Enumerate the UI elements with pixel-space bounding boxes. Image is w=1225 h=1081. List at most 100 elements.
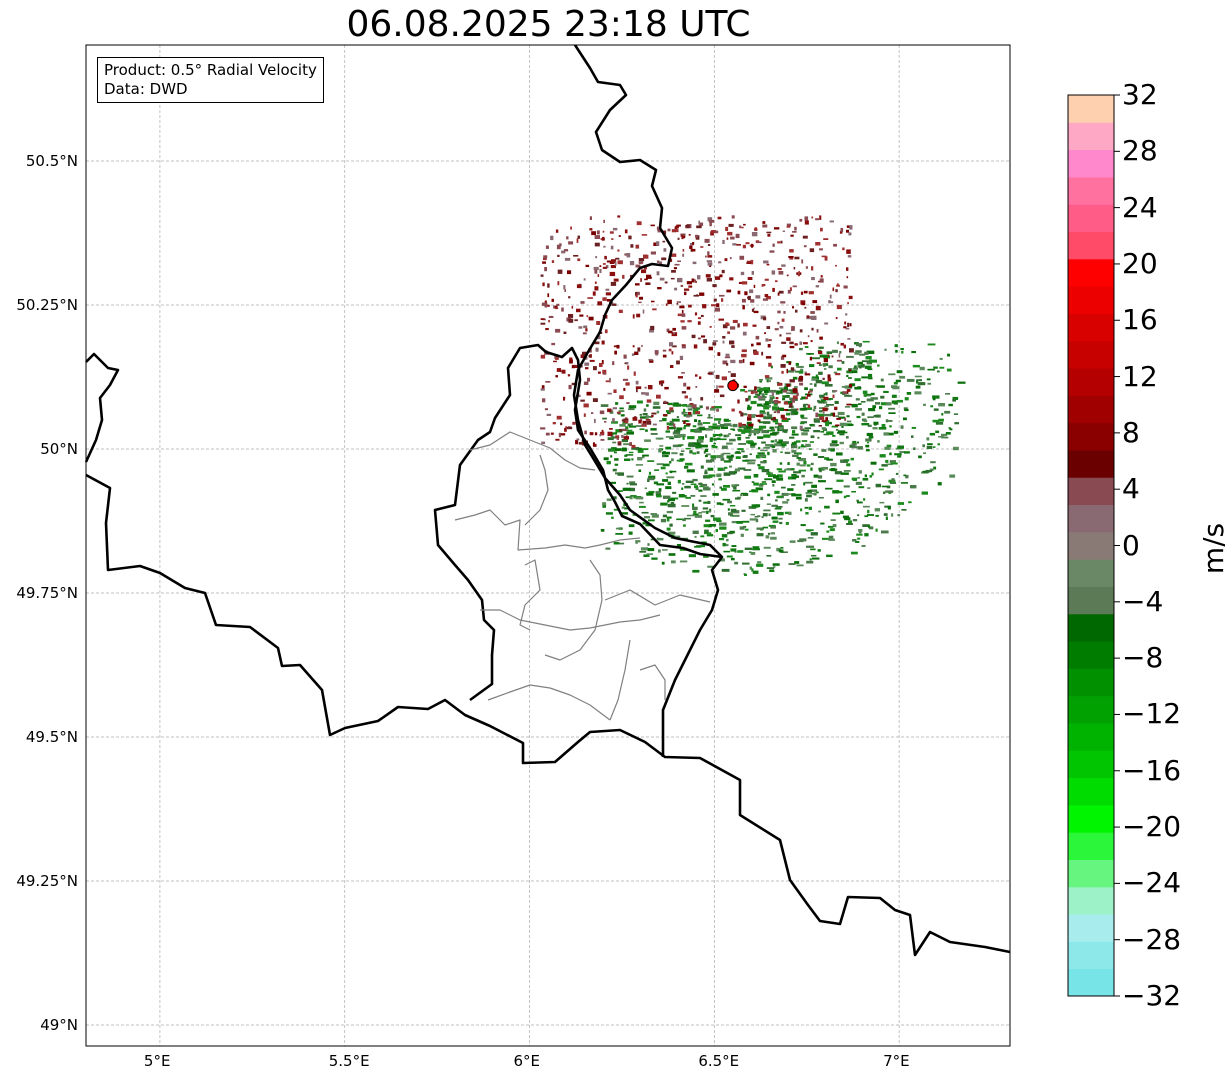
echo-outbound xyxy=(846,389,851,392)
echo-outbound xyxy=(820,275,823,278)
echo-inbound xyxy=(712,423,717,426)
echo-inbound xyxy=(860,401,866,403)
echo-outbound xyxy=(719,274,723,278)
echo-inbound xyxy=(799,538,807,542)
echo-outbound xyxy=(555,438,560,441)
echo-outbound xyxy=(595,347,599,352)
echo-inbound xyxy=(672,444,678,448)
echo-outbound xyxy=(719,394,725,398)
echo-inbound xyxy=(689,436,695,439)
echo-outbound xyxy=(601,340,605,345)
echo-inbound xyxy=(722,452,731,455)
echo-inbound xyxy=(718,434,722,437)
echo-inbound xyxy=(911,351,916,354)
echo-inbound xyxy=(809,383,813,385)
echo-inbound xyxy=(656,463,664,466)
echo-inbound xyxy=(771,445,776,448)
echo-inbound xyxy=(707,510,711,513)
echo-inbound xyxy=(821,466,828,470)
echo-inbound xyxy=(678,494,685,498)
echo-inbound xyxy=(796,457,801,459)
echo-inbound xyxy=(730,508,737,513)
echo-inbound xyxy=(759,453,764,457)
echo-outbound xyxy=(583,413,586,417)
echo-outbound xyxy=(683,382,687,387)
echo-outbound xyxy=(802,235,808,239)
echo-inbound xyxy=(765,535,770,539)
echo-inbound xyxy=(798,446,801,449)
echo-outbound xyxy=(840,342,844,346)
echo-outbound xyxy=(847,255,852,258)
echo-inbound xyxy=(786,499,790,501)
echo-outbound xyxy=(646,421,651,424)
echo-inbound xyxy=(719,486,722,489)
echo-inbound xyxy=(844,394,850,397)
echo-outbound xyxy=(557,281,560,286)
echo-outbound xyxy=(595,256,598,259)
echo-outbound xyxy=(829,220,834,223)
echo-outbound xyxy=(651,412,657,415)
echo-inbound xyxy=(857,361,863,365)
echo-inbound xyxy=(706,534,714,537)
echo-inbound xyxy=(635,540,641,543)
echo-outbound xyxy=(656,394,661,399)
echo-inbound xyxy=(870,392,875,396)
echo-inbound xyxy=(718,420,721,424)
echo-inbound xyxy=(623,443,631,446)
echo-inbound xyxy=(692,513,699,516)
echo-inbound xyxy=(731,521,739,524)
echo-inbound xyxy=(952,396,959,400)
echo-inbound xyxy=(868,377,873,380)
echo-inbound xyxy=(817,436,820,439)
echo-inbound xyxy=(665,486,672,490)
echo-inbound xyxy=(844,517,851,521)
echo-inbound xyxy=(628,451,634,454)
echo-outbound xyxy=(821,255,827,258)
echo-inbound xyxy=(804,387,808,390)
echo-inbound xyxy=(923,452,926,455)
echo-inbound xyxy=(744,528,749,531)
echo-outbound xyxy=(742,331,747,336)
colorbar-tick-label: −20 xyxy=(1122,810,1182,844)
echo-outbound xyxy=(697,337,701,340)
echo-inbound xyxy=(837,430,846,434)
echo-outbound xyxy=(636,313,641,318)
echo-outbound xyxy=(683,420,686,424)
echo-outbound xyxy=(604,329,608,334)
echo-outbound xyxy=(714,230,719,234)
echo-inbound xyxy=(778,549,784,553)
echo-inbound xyxy=(749,453,752,456)
echo-outbound xyxy=(591,231,596,236)
echo-outbound xyxy=(555,328,561,333)
echo-inbound xyxy=(716,502,722,505)
echo-inbound xyxy=(789,436,795,439)
echo-outbound xyxy=(576,238,579,243)
echo-inbound xyxy=(776,431,780,434)
echo-inbound xyxy=(801,444,804,447)
echo-inbound xyxy=(779,521,783,525)
echo-inbound xyxy=(818,371,823,375)
echo-inbound xyxy=(740,494,743,497)
echo-inbound xyxy=(757,389,763,393)
echo-inbound xyxy=(897,502,904,505)
echo-inbound xyxy=(803,429,810,432)
echo-inbound xyxy=(726,442,733,445)
echo-inbound xyxy=(614,463,619,466)
echo-inbound xyxy=(885,516,888,520)
echo-outbound xyxy=(618,441,621,443)
echo-inbound xyxy=(653,401,660,406)
echo-inbound xyxy=(810,467,813,471)
echo-outbound xyxy=(548,319,550,323)
echo-inbound xyxy=(747,397,751,401)
echo-outbound xyxy=(721,376,727,381)
echo-outbound xyxy=(640,258,644,261)
echo-outbound xyxy=(569,357,573,360)
echo-outbound xyxy=(672,327,676,331)
echo-inbound xyxy=(744,573,747,576)
echo-outbound xyxy=(751,343,754,347)
echo-outbound xyxy=(681,234,684,240)
echo-inbound xyxy=(639,428,645,431)
echo-inbound xyxy=(740,389,746,392)
echo-inbound xyxy=(867,487,871,489)
